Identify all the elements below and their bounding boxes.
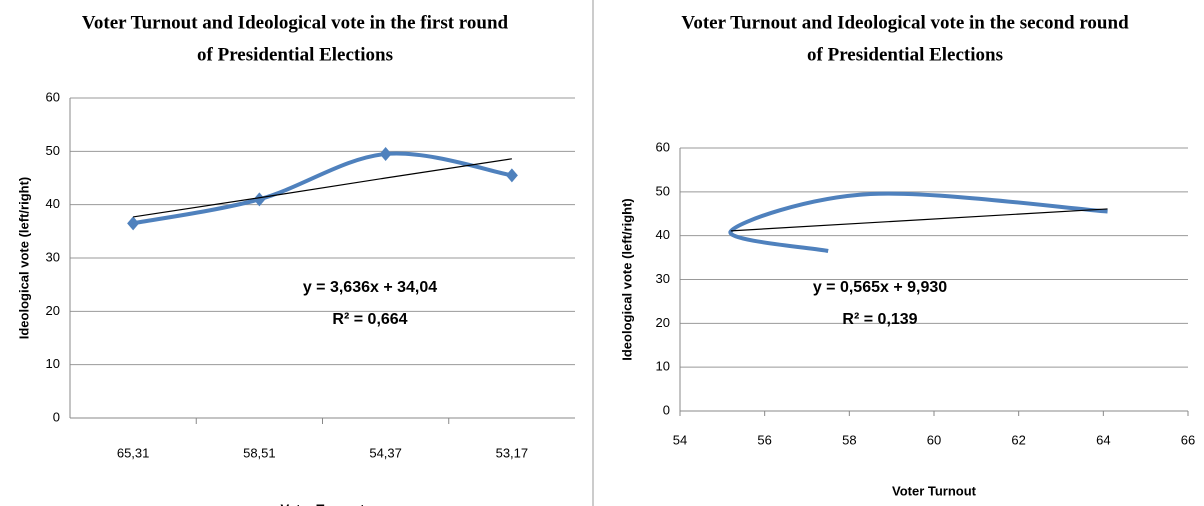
y-tick-label: 10	[46, 356, 60, 371]
trend-annotation: R² = 0,664	[332, 311, 407, 328]
y-tick-label: 10	[656, 359, 670, 374]
trend-annotation: R² = 0,139	[842, 311, 917, 328]
y-axis-title: Ideological vote (left/right)	[16, 177, 31, 340]
x-tick-label: 64	[1096, 432, 1110, 447]
y-tick-label: 60	[656, 139, 670, 154]
trendline	[730, 208, 1108, 232]
y-tick-label: 30	[46, 249, 60, 264]
x-tick-label: 58	[842, 432, 856, 447]
y-tick-label: 20	[656, 315, 670, 330]
chart-subtitle: of Presidential Elections	[807, 44, 1003, 65]
x-axis-title: Voter Turnout	[280, 501, 365, 506]
x-tick-label: 62	[1011, 432, 1025, 447]
trend-annotation: y = 3,636x + 34,04	[303, 279, 437, 296]
data-line	[132, 151, 513, 226]
y-tick-label: 20	[46, 303, 60, 318]
y-tick-label: 0	[663, 402, 670, 417]
y-tick-label: 40	[46, 196, 60, 211]
y-axis-title: Ideological vote (left/right)	[619, 198, 634, 361]
marker	[253, 192, 266, 207]
y-tick-label: 50	[656, 183, 670, 198]
y-tick-label: 30	[656, 271, 670, 286]
x-tick-label: 54	[673, 432, 687, 447]
y-tick-label: 60	[46, 89, 60, 104]
y-tick-label: 0	[53, 409, 60, 424]
x-tick-label: 65,31	[117, 445, 150, 460]
x-tick-label: 53,17	[496, 445, 529, 460]
x-tick-label: 60	[927, 432, 941, 447]
marker	[127, 216, 140, 231]
y-tick-label: 50	[46, 143, 60, 158]
x-axis-title: Voter Turnout	[892, 483, 977, 498]
chart-title: Voter Turnout and Ideological vote in th…	[82, 12, 509, 33]
marker	[505, 168, 518, 183]
chart-subtitle: of Presidential Elections	[197, 44, 393, 65]
trend-annotation: y = 0,565x + 9,930	[813, 279, 947, 296]
marker	[379, 147, 392, 161]
y-tick-label: 40	[656, 227, 670, 242]
data-line	[728, 191, 1108, 253]
x-tick-label: 66	[1181, 432, 1195, 447]
x-tick-label: 58,51	[243, 445, 276, 460]
trendline	[133, 158, 512, 218]
chart-title: Voter Turnout and Ideological vote in th…	[681, 12, 1129, 33]
x-tick-label: 54,37	[369, 445, 402, 460]
x-tick-label: 56	[757, 432, 771, 447]
